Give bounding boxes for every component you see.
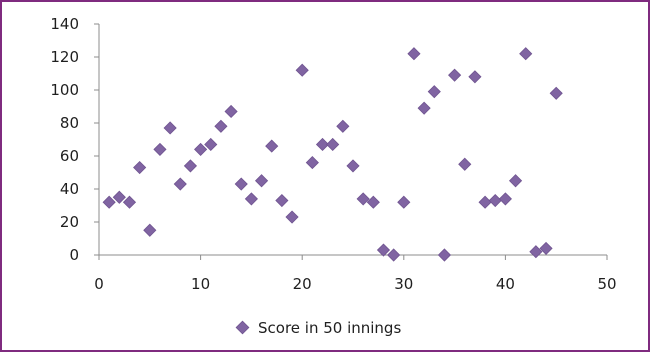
legend: Score in 50 innings — [235, 319, 401, 337]
data-point — [519, 47, 533, 61]
data-point — [214, 119, 228, 133]
data-point — [122, 195, 137, 209]
data-point — [366, 195, 380, 209]
x-tick-label: 20 — [293, 275, 312, 293]
data-point — [387, 248, 401, 262]
data-point — [224, 104, 238, 119]
x-tick-label: 30 — [394, 275, 413, 293]
data-point — [488, 193, 502, 208]
data-point — [183, 159, 198, 173]
data-point — [437, 248, 452, 262]
data-point — [336, 119, 350, 133]
data-point — [407, 47, 421, 61]
data-points — [102, 47, 563, 262]
data-point — [265, 139, 279, 153]
data-point — [112, 190, 126, 204]
chart-axes — [94, 23, 608, 260]
data-point — [295, 63, 309, 77]
data-point — [315, 137, 330, 152]
data-point — [356, 192, 370, 206]
data-point — [163, 121, 177, 135]
data-point — [326, 137, 340, 152]
data-point — [448, 68, 462, 82]
y-tick-label: 100 — [50, 81, 79, 99]
data-point — [254, 174, 269, 188]
data-point — [194, 142, 208, 156]
data-point — [529, 245, 543, 259]
x-tick-label: 50 — [597, 275, 616, 293]
data-point — [376, 243, 391, 257]
data-point — [102, 195, 116, 209]
y-tick-label: 60 — [60, 147, 79, 165]
data-point — [173, 177, 187, 191]
data-point — [234, 177, 248, 191]
data-point — [427, 85, 441, 99]
data-point — [417, 101, 431, 115]
x-tick-labels: 0 10 20 30 40 50 — [94, 275, 616, 293]
y-tick-label: 140 — [50, 15, 79, 33]
y-tick-label: 120 — [50, 48, 79, 66]
data-point — [133, 160, 147, 175]
data-point — [153, 142, 167, 156]
y-tick-labels: 0 20 40 60 80 100 120 140 — [50, 15, 79, 264]
data-point — [275, 193, 289, 208]
y-tick-label: 40 — [60, 180, 79, 198]
x-tick-label: 10 — [191, 275, 210, 293]
data-point — [508, 174, 523, 188]
data-point — [346, 159, 360, 173]
data-point — [285, 210, 299, 224]
data-point — [458, 157, 472, 171]
x-tick-label: 40 — [496, 275, 515, 293]
data-point — [468, 70, 482, 84]
data-point — [305, 156, 319, 170]
data-point — [244, 192, 258, 206]
data-point — [204, 137, 218, 152]
data-point — [397, 195, 411, 209]
data-point — [478, 195, 492, 209]
data-point — [143, 223, 157, 237]
data-point — [539, 241, 553, 255]
data-point — [549, 86, 563, 100]
x-tick-label: 0 — [94, 275, 104, 293]
y-tick-label: 80 — [60, 114, 79, 132]
y-tick-label: 20 — [60, 213, 79, 231]
data-point — [498, 192, 512, 206]
y-tick-label: 0 — [69, 246, 79, 264]
legend-label: Score in 50 innings — [258, 319, 401, 337]
legend-marker — [235, 320, 250, 335]
